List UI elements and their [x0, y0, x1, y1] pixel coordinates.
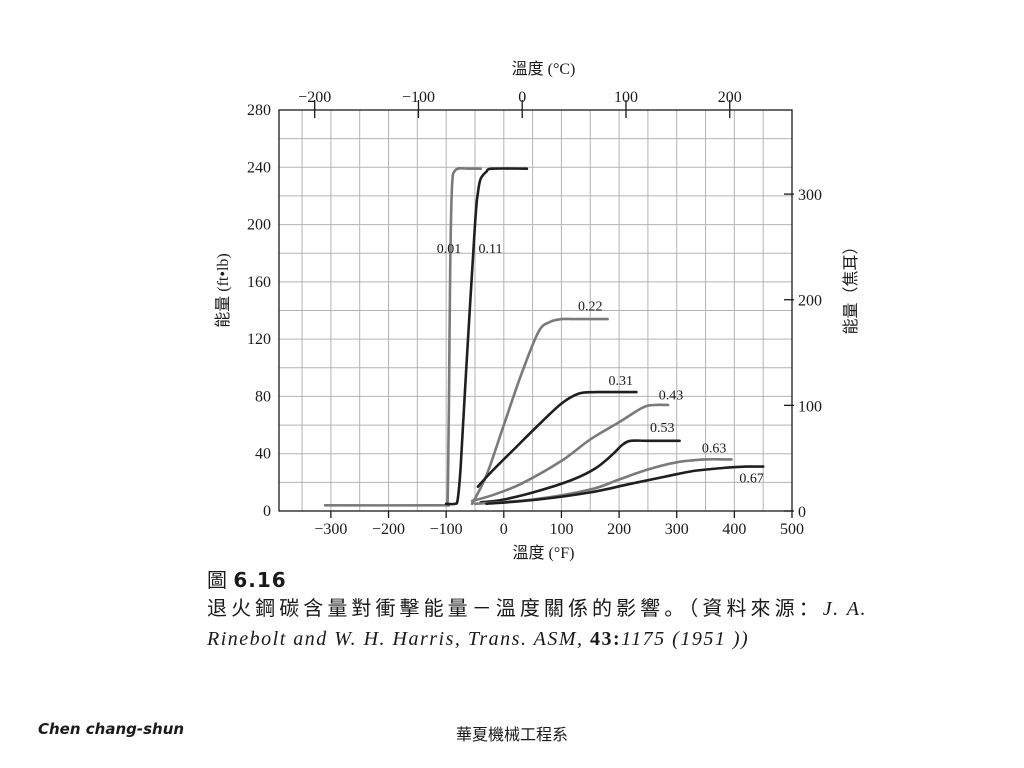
caption-source-authors: J. A. Rinebolt and W. H. Harris, Trans. …: [207, 598, 868, 650]
curve-0.11: [444, 167, 529, 506]
caption-source-volume: 43:: [589, 628, 622, 650]
curve-0.53: [479, 439, 681, 504]
x-tick-label: −100: [430, 521, 463, 538]
y-tick-label: 0: [263, 503, 271, 520]
caption-source-pages: 1175 (1951 )): [621, 628, 750, 650]
curve-label-0.01: 0.01: [437, 242, 462, 257]
y-tick-label: 160: [247, 274, 271, 291]
y-tick-label: 40: [255, 446, 271, 463]
curve-0.01: [323, 166, 482, 507]
figure-prefix: 圖: [207, 568, 227, 592]
x-tick-label: 300: [665, 521, 689, 538]
figure-number-value: 6.16: [233, 568, 287, 592]
x-tick-label: 400: [722, 521, 746, 538]
caption-text: 退火鋼碳含量對衝擊能量－溫度關係的影響。（資料來源：J. A. Rinebolt…: [207, 594, 867, 654]
figure-number: 圖 6.16: [207, 566, 867, 594]
plot-frame: [278, 109, 793, 512]
top-tick-label: −100: [402, 89, 435, 106]
x-tick-label: 100: [549, 521, 573, 538]
x-tick-label: −300: [314, 521, 347, 538]
department-name: 華夏機械工程系: [455, 725, 568, 744]
top-tick-label: 200: [718, 89, 742, 106]
right-axis-title: 能量（焦耳）: [842, 238, 860, 334]
x-tick-label: 200: [607, 521, 631, 538]
right-tick-label: 0: [798, 504, 806, 521]
curve-label-0.31: 0.31: [609, 374, 634, 389]
curve-label-0.63: 0.63: [702, 441, 727, 456]
grid-lines: [279, 110, 792, 511]
curve-label-0.53: 0.53: [650, 421, 675, 436]
curve-0.31: [476, 390, 638, 488]
x-tick-label: −200: [372, 521, 405, 538]
x-axis-title: 溫度 (°F): [513, 544, 575, 562]
curve-label-0.11: 0.11: [479, 242, 503, 257]
right-tick-label: 300: [798, 187, 822, 204]
curve-label-0.43: 0.43: [659, 388, 684, 403]
y-tick-label: 200: [247, 217, 271, 234]
curve-0.43: [470, 403, 670, 503]
top-axis-title: 溫度 (°C): [512, 60, 576, 78]
x-tick-label: 500: [780, 521, 804, 538]
top-tick-label: 0: [518, 89, 526, 106]
top-tick-label: 100: [614, 89, 638, 106]
curve-label-0.67: 0.67: [739, 471, 764, 486]
caption-body: 退火鋼碳含量對衝擊能量－溫度關係的影響。（資料來源：: [207, 596, 823, 620]
tick-labels: −300 −200 −100 0 100 200 300 400 500040801201602…: [247, 89, 822, 538]
curve-labels: 0.01 0.11 0.22 0.31 0.43 0.53 0.63 0.67: [437, 242, 764, 486]
y-tick-label: 120: [247, 331, 271, 348]
y-tick-label: 280: [247, 102, 271, 119]
axis-ticks: [314, 100, 794, 518]
x-tick-label: 0: [500, 521, 508, 538]
curve-label-0.22: 0.22: [578, 300, 603, 315]
curve-0.22: [470, 317, 609, 506]
author-signature: Chen chang-shun: [38, 720, 185, 738]
top-tick-label: −200: [298, 89, 331, 106]
curve-0.67: [485, 465, 765, 506]
right-tick-label: 200: [798, 293, 822, 310]
curves: [323, 166, 765, 507]
y-tick-label: 80: [255, 388, 271, 405]
caption-source: J. A. Rinebolt and W. H. Harris, Trans. …: [207, 598, 867, 650]
y-tick-label: 240: [247, 159, 271, 176]
y-axis-title: 能量 (ft•lb): [214, 253, 232, 327]
right-tick-label: 100: [798, 398, 822, 415]
impact-energy-chart: −300 −200 −100 0 100 200 300 400 500040801201602…: [214, 60, 860, 562]
figure-caption: 圖 6.16 退火鋼碳含量對衝擊能量－溫度關係的影響。（資料來源：J. A. R…: [207, 566, 867, 654]
